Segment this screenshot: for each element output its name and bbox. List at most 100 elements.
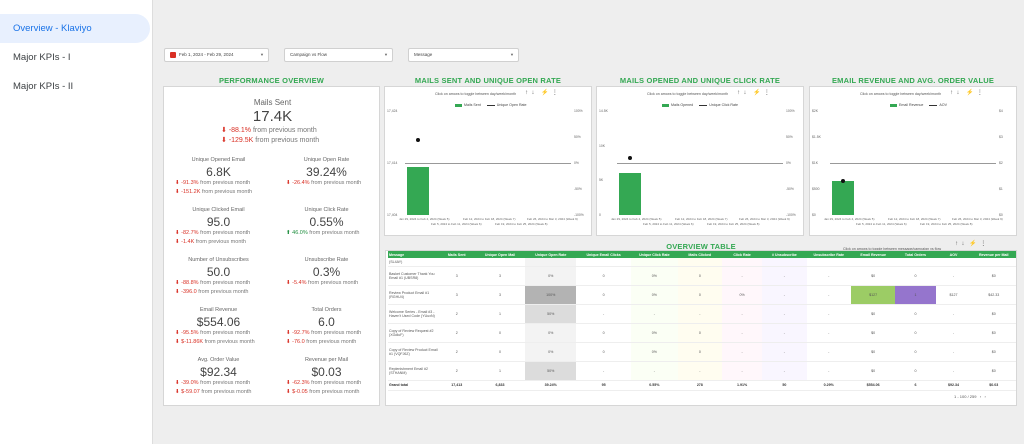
- table-title: OVERVIEW TABLE: [666, 242, 736, 251]
- bar-mark[interactable]: [619, 173, 641, 215]
- kpi-value: 6.8K: [206, 165, 231, 179]
- table-cell: $0: [850, 342, 896, 362]
- table-header-cell[interactable]: Mails Clicked: [677, 251, 723, 258]
- kpi-label: Total Orders: [311, 307, 342, 313]
- table-toolbar: ↑ ↓ ⚡ ⋮: [955, 240, 986, 247]
- table-row[interactable]: Review Product Email #1 (RGHU4) 3 3 100% 0 0%…: [388, 285, 1016, 305]
- table-cell: [850, 258, 896, 267]
- line-point[interactable]: [628, 155, 632, 160]
- total-cell: 39.24%: [525, 380, 577, 391]
- table-row[interactable]: (SL4AY): [388, 258, 1016, 267]
- table-cell: -: [631, 304, 678, 324]
- total-cell: 0.29%: [806, 380, 851, 391]
- table-header-cell[interactable]: Click Rate: [722, 251, 763, 258]
- arrow-up-icon[interactable]: ↑: [955, 241, 958, 247]
- campaign-filter[interactable]: Campaign vs Flow ▼: [284, 48, 393, 62]
- table-header-cell[interactable]: Revenue per Mail: [971, 251, 1016, 258]
- table-header-cell[interactable]: Unique Open Rate: [525, 251, 577, 258]
- table-cell: 0: [895, 266, 936, 286]
- bar-mark[interactable]: [407, 167, 429, 215]
- sidebar-item-major-kpis-1[interactable]: Major KPIs - I: [13, 52, 71, 63]
- y-left-tick: 17,424: [387, 109, 398, 113]
- lightning-icon[interactable]: ⚡: [541, 90, 549, 96]
- line-point[interactable]: [841, 178, 845, 183]
- table-cell: -: [762, 304, 807, 324]
- sidebar-item-overview[interactable]: Overview - Klaviyo: [0, 14, 150, 43]
- table-cell: [474, 258, 526, 267]
- table-row[interactable]: Basket Customer Thank You Email #1 (UBSR…: [388, 266, 1016, 286]
- prev-page-icon[interactable]: ‹: [979, 394, 982, 399]
- arrow-down-icon[interactable]: ↓: [531, 90, 535, 96]
- table-row[interactable]: Copy of Review Request #2 (XGdluF) 2 0 0% 0 0…: [388, 323, 1016, 343]
- lightning-icon[interactable]: ⚡: [969, 241, 977, 247]
- kpi-change-abs: ⬇ -76.0 from previous month: [286, 339, 357, 345]
- table-cell: 0: [474, 342, 526, 362]
- total-cell: Grand total: [388, 380, 439, 391]
- kpi-value: $92.34: [200, 365, 237, 379]
- x-tick: Jan 29, 2024 to Feb 4, 2024 (Week 5): [399, 217, 450, 221]
- table-header-cell[interactable]: Unique Open Mail: [474, 251, 526, 258]
- arrow-down-icon[interactable]: ↓: [961, 241, 965, 247]
- arrow-up-icon[interactable]: ↑: [737, 90, 740, 96]
- table-cell: -: [576, 361, 632, 381]
- table-cell: -: [576, 304, 632, 324]
- table-cell: 0: [677, 266, 723, 286]
- table-cell: [762, 258, 807, 267]
- chart-toolbar: ↑ ↓ ⚡ ⋮: [950, 89, 983, 96]
- table-cell: 0%: [631, 285, 678, 305]
- x-tick: Feb 12, 2024 to Feb 18, 2024 (Week 7): [675, 217, 728, 221]
- table-header-cell[interactable]: AOV: [935, 251, 972, 258]
- more-options-icon[interactable]: ⋮: [763, 90, 770, 96]
- lightning-icon[interactable]: ⚡: [966, 90, 974, 96]
- line-point[interactable]: [416, 138, 420, 143]
- performance-panel: Mails Sent 17.4K ⬇ -88.1% from previous …: [163, 86, 380, 406]
- table-header-cell[interactable]: Unique Email Clicks: [576, 251, 632, 258]
- x-tick: Feb 5, 2024 to Feb 11, 2024 (Week 6): [431, 222, 482, 226]
- more-options-icon[interactable]: ⋮: [976, 90, 983, 96]
- arrow-up-icon[interactable]: ↑: [950, 90, 953, 96]
- table-row[interactable]: Copy of Review Product Email #1 (VQFJ6Z)…: [388, 342, 1016, 362]
- table-row[interactable]: Replenishment Email #2 (STHANM) 2 1 50% - - - -…: [388, 361, 1016, 381]
- date-range-picker[interactable]: Feb 1, 2024 - Feb 29, 2024 ▼: [164, 48, 269, 62]
- kpi-value: $0.03: [311, 365, 342, 379]
- table-header-cell[interactable]: Mails Sent: [438, 251, 475, 258]
- table-cell: -: [935, 266, 972, 286]
- chart-title: EMAIL REVENUE AND AVG. ORDER VALUE: [831, 76, 995, 85]
- table-hint: Click on arrows to toggle between messag…: [843, 247, 942, 251]
- table-cell: -: [631, 361, 678, 381]
- chevron-down-icon: ▼: [260, 52, 264, 57]
- y-left-tick: 14.5K: [599, 109, 608, 113]
- x-tick: Feb 19, 2024 to Feb 25, 2024 (Week 8): [920, 222, 973, 226]
- table-row[interactable]: Welcome Series - Email #3 - Haven't Used…: [388, 304, 1016, 324]
- table-header-cell[interactable]: Total Orders: [895, 251, 936, 258]
- table-cell: -: [806, 285, 851, 305]
- chart-legend: Email Revenue AOV: [890, 103, 947, 107]
- table-cell: [971, 258, 1016, 267]
- y-left-tick: $500: [812, 187, 820, 191]
- table-header-cell[interactable]: Unsubscribe Rate: [806, 251, 851, 258]
- kpi-label: Email Revenue: [199, 307, 238, 313]
- table-cell: 0: [474, 323, 526, 343]
- total-cell: 1.91%: [722, 380, 763, 391]
- y-right-tick: 100%: [574, 109, 583, 113]
- table-cell: $127: [850, 285, 896, 305]
- next-page-icon[interactable]: ›: [984, 394, 986, 399]
- table-header-cell[interactable]: Unique Click Rate: [631, 251, 678, 258]
- table-header-cell[interactable]: Email Revenue: [850, 251, 896, 258]
- bar-mark[interactable]: [832, 180, 854, 215]
- table-header-cell[interactable]: # Unsubscribe: [762, 251, 807, 258]
- table-cell: $0: [971, 304, 1016, 324]
- calendar-icon: [170, 51, 176, 58]
- x-tick: Feb 12, 2024 to Feb 18, 2024 (Week 7): [888, 217, 941, 221]
- message-filter[interactable]: Message ▼: [408, 48, 519, 62]
- more-options-icon[interactable]: ⋮: [980, 241, 987, 247]
- arrow-down-icon[interactable]: ↓: [743, 90, 747, 96]
- table-cell: 50%: [525, 304, 577, 324]
- table-header-cell[interactable]: Message: [388, 251, 439, 258]
- sidebar-item-major-kpis-2[interactable]: Major KPIs - II: [13, 81, 74, 92]
- table-cell: Welcome Series - Email #3 - Haven't Used…: [388, 304, 439, 324]
- arrow-up-icon[interactable]: ↑: [525, 90, 528, 96]
- arrow-down-icon[interactable]: ↓: [956, 90, 960, 96]
- more-options-icon[interactable]: ⋮: [551, 90, 558, 96]
- lightning-icon[interactable]: ⚡: [753, 90, 761, 96]
